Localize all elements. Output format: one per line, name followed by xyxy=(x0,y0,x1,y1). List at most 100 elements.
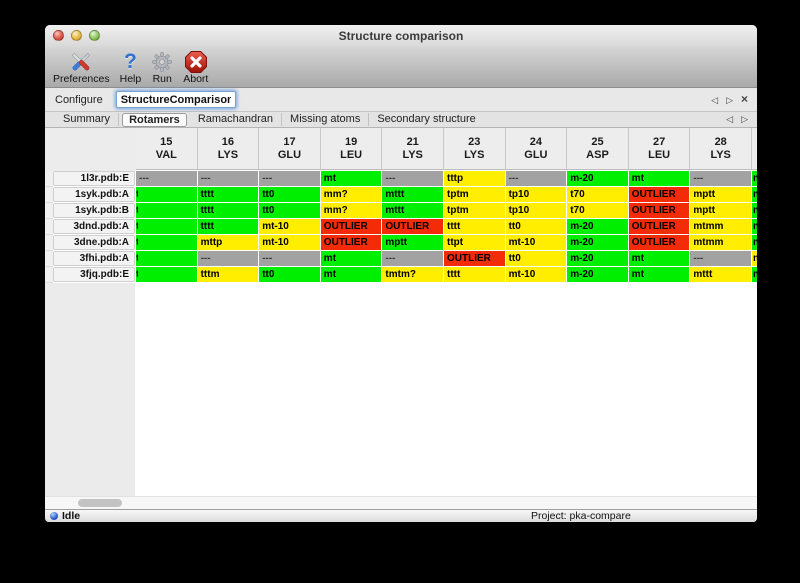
row-label[interactable]: 3fjq.pdb:E xyxy=(53,267,135,282)
rotamer-cell[interactable]: t xyxy=(136,203,197,218)
rotamer-cell[interactable]: mt xyxy=(320,267,382,282)
rotamer-cell[interactable]: mttp xyxy=(197,235,259,250)
rotamer-cell[interactable]: OUTLIER xyxy=(444,251,505,266)
rotamer-cell[interactable]: mptt xyxy=(382,235,443,250)
rotamer-cell[interactable]: tt0 xyxy=(259,267,320,282)
rotamer-cell[interactable]: tttm xyxy=(197,267,259,282)
rotamer-cell[interactable]: --- xyxy=(197,251,259,266)
rotamer-cell[interactable]: OUTLIER xyxy=(628,219,690,234)
close-window-button[interactable] xyxy=(53,30,64,41)
rotamer-cell[interactable]: mptt xyxy=(690,203,751,218)
column-header[interactable]: 16 LYS xyxy=(197,128,260,170)
abort-button[interactable]: Abort xyxy=(183,50,208,85)
close-icon[interactable]: × xyxy=(740,92,748,106)
rotamer-cell[interactable]: m-20 xyxy=(567,219,628,234)
row-label[interactable]: 3fhi.pdb:A xyxy=(53,251,135,266)
rotamer-cell[interactable]: tmtm? xyxy=(382,267,443,282)
rotamer-cell[interactable]: m-20 xyxy=(567,251,628,266)
rotamer-cell[interactable]: mt xyxy=(628,267,690,282)
column-header[interactable]: 17 GLU xyxy=(259,128,321,170)
help-button[interactable]: ? Help xyxy=(120,50,142,85)
rotamer-cell[interactable]: tt0 xyxy=(505,219,567,234)
zoom-window-button[interactable] xyxy=(89,30,100,41)
column-header[interactable]: 23 LYS xyxy=(444,128,506,170)
column-header[interactable]: 15 VAL xyxy=(136,128,198,170)
column-header[interactable]: 25 ASP xyxy=(567,128,629,170)
rotamer-cell[interactable]: --- xyxy=(259,251,320,266)
rotamer-cell[interactable]: tptm xyxy=(444,203,505,218)
row-label[interactable]: 1syk.pdb:A xyxy=(53,187,135,202)
tab-ramachandran[interactable]: Ramachandran xyxy=(190,113,283,126)
tab-summary[interactable]: Summary xyxy=(55,113,120,126)
rotamer-cell[interactable]: tp10 xyxy=(505,187,567,202)
rotamer-cell[interactable]: tttt xyxy=(444,267,505,282)
minimize-window-button[interactable] xyxy=(71,30,82,41)
rotamer-cell[interactable]: mttt xyxy=(382,187,443,202)
run-button[interactable]: Run xyxy=(151,50,173,85)
rotamer-cell[interactable]: tt0 xyxy=(505,251,567,266)
rotamer-cell[interactable]: t70 xyxy=(567,203,628,218)
rotamer-cell[interactable]: --- xyxy=(690,171,751,186)
rotamer-cell[interactable]: ttpt xyxy=(444,235,505,250)
rotamer-cell[interactable]: mt-10 xyxy=(259,219,320,234)
rotamer-cell[interactable]: mt xyxy=(628,251,690,266)
tab-prev-icon[interactable]: ◁ xyxy=(726,114,734,124)
rotamer-cell[interactable]: m-20 xyxy=(567,235,628,250)
column-header[interactable]: 24 GLU xyxy=(505,128,568,170)
rotamer-cell[interactable]: mttt xyxy=(690,267,751,282)
rotamer-cell[interactable]: tptm xyxy=(444,187,505,202)
rotamer-cell[interactable]: OUTLIER xyxy=(320,235,382,250)
rotamer-cell[interactable]: t xyxy=(136,219,197,234)
rotamer-cell[interactable]: mt-10 xyxy=(505,267,567,282)
rotamer-cell[interactable]: tt0 xyxy=(259,187,320,202)
rotamer-cell[interactable]: mt-10 xyxy=(259,235,320,250)
rotamer-cell[interactable]: mm? xyxy=(320,203,382,218)
row-label[interactable]: 3dnd.pdb:A xyxy=(53,219,135,234)
rotamer-cell[interactable]: OUTLIER xyxy=(628,235,690,250)
rotamer-cell[interactable]: --- xyxy=(382,171,443,186)
rotamer-cell[interactable]: mt xyxy=(320,171,382,186)
horizontal-scrollbar[interactable] xyxy=(45,496,757,509)
column-header[interactable]: 21 LYS xyxy=(382,128,444,170)
rotamer-cell[interactable]: t xyxy=(136,251,197,266)
tab-next-icon[interactable]: ▷ xyxy=(741,114,748,124)
rotamer-cell[interactable]: mttt xyxy=(382,203,443,218)
rotamer-cell[interactable]: OUTLIER xyxy=(382,219,443,234)
rotamer-cell[interactable]: tttt xyxy=(197,187,259,202)
preferences-button[interactable]: Preferences xyxy=(53,50,110,85)
rotamer-cell[interactable]: mm? xyxy=(320,187,382,202)
column-header[interactable]: 19 LEU xyxy=(320,128,383,170)
rotamer-cell[interactable]: mtmm xyxy=(690,219,751,234)
rotamer-cell[interactable]: tttt xyxy=(197,203,259,218)
rotamer-cell[interactable]: tt0 xyxy=(259,203,320,218)
rotamer-cell[interactable]: --- xyxy=(690,251,751,266)
rotamer-cell[interactable]: OUTLIER xyxy=(320,219,382,234)
rotamer-cell[interactable]: --- xyxy=(136,171,197,186)
rotamer-cell[interactable]: m-20 xyxy=(567,267,628,282)
row-label[interactable]: 1syk.pdb:B xyxy=(53,203,135,218)
job-name-input[interactable] xyxy=(115,91,236,108)
column-header[interactable]: 27 LEU xyxy=(628,128,691,170)
rotamer-cell[interactable]: mt xyxy=(628,171,690,186)
rotamer-cell[interactable]: t70 xyxy=(567,187,628,202)
rotamer-cell[interactable]: --- xyxy=(382,251,443,266)
nav-next-icon[interactable]: ▷ xyxy=(726,94,733,105)
tab-secondary-structure[interactable]: Secondary structure xyxy=(377,113,476,125)
rotamer-cell[interactable]: mt xyxy=(320,251,382,266)
rotamer-cell[interactable]: tttp xyxy=(444,171,505,186)
rotamer-cell[interactable]: tttt xyxy=(197,219,259,234)
rotamer-cell[interactable]: OUTLIER xyxy=(628,203,690,218)
rotamer-cell[interactable]: --- xyxy=(197,171,259,186)
tab-missing-atoms[interactable]: Missing atoms xyxy=(282,113,370,126)
nav-prev-icon[interactable]: ◁ xyxy=(711,94,719,105)
row-label[interactable]: 1l3r.pdb:E xyxy=(53,171,135,186)
row-label[interactable]: 3dne.pdb:A xyxy=(53,235,135,250)
rotamer-cell[interactable]: mptt xyxy=(690,187,751,202)
rotamer-cell[interactable]: --- xyxy=(505,171,567,186)
tab-rotamers[interactable]: Rotamers xyxy=(122,112,187,127)
rotamer-cell[interactable]: mt-10 xyxy=(505,235,567,250)
rotamer-cell[interactable]: mtmm xyxy=(690,235,751,250)
horizontal-scrollbar-thumb[interactable] xyxy=(78,499,122,507)
column-header[interactable]: 28 LYS xyxy=(690,128,752,170)
rotamer-cell[interactable]: t xyxy=(136,267,197,282)
